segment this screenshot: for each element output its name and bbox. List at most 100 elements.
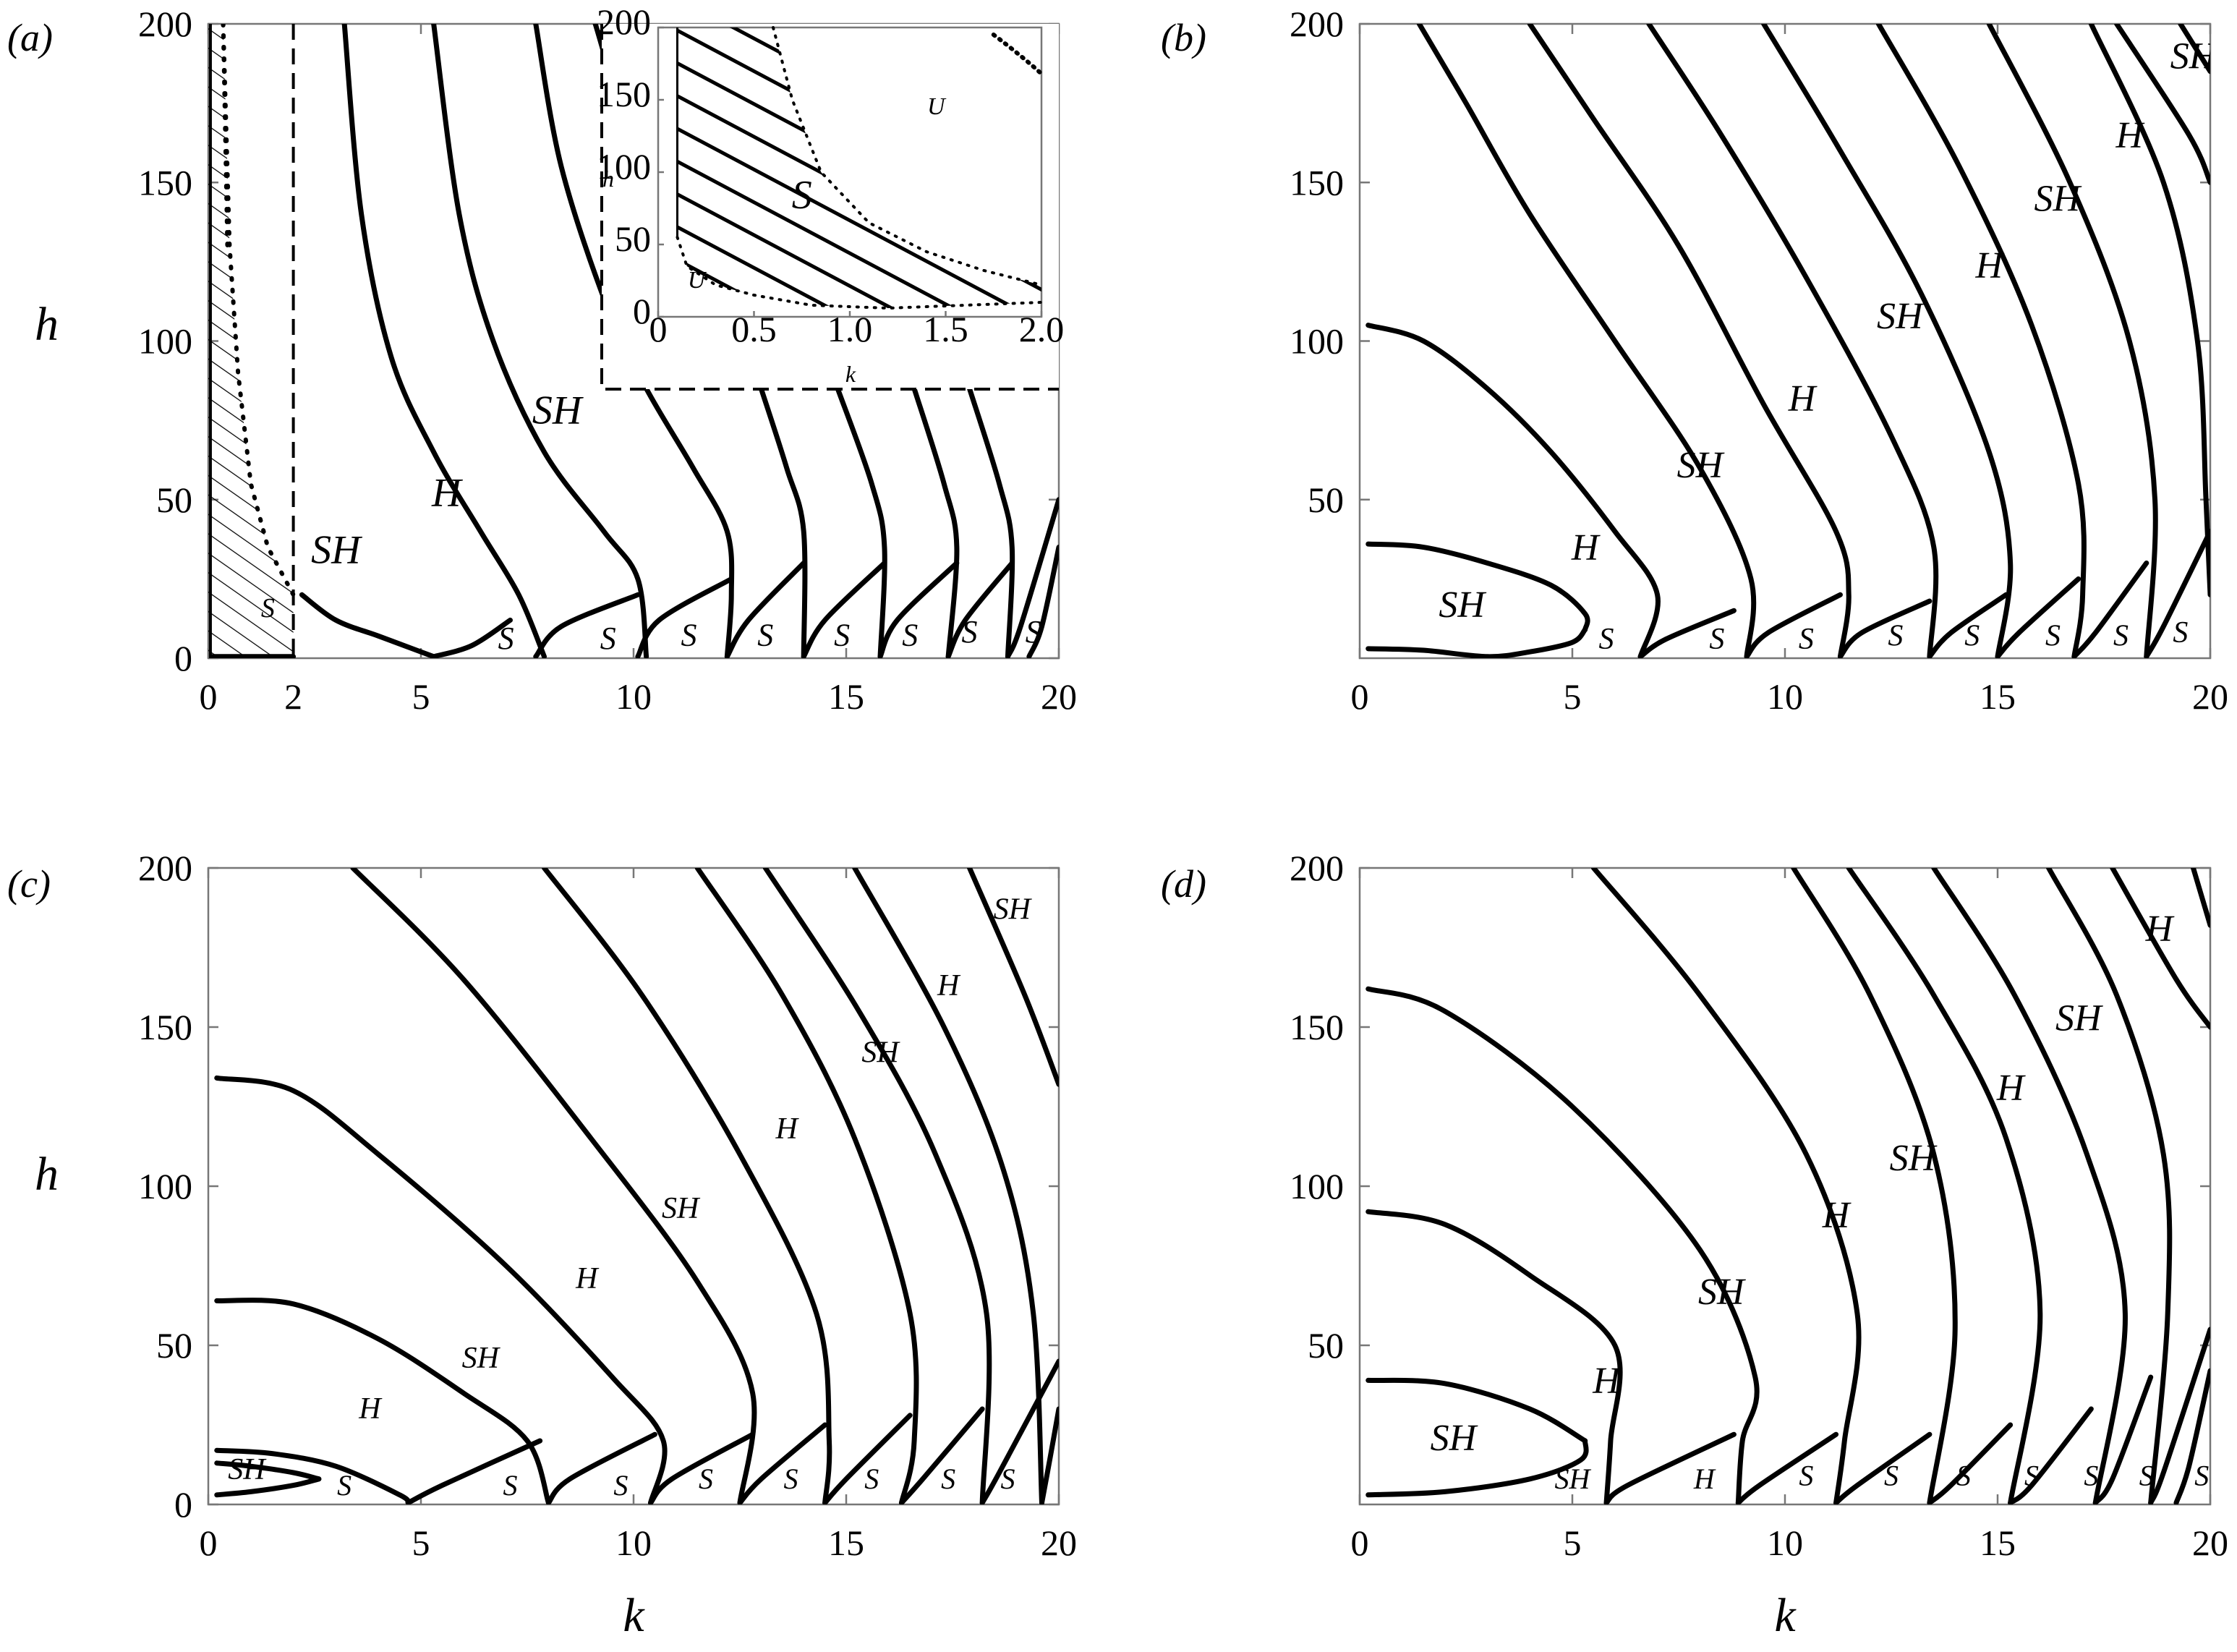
x-tick-label: 10 — [1767, 1523, 1803, 1563]
x-tick-label: 20 — [2192, 676, 2228, 717]
region-label: SH — [1439, 584, 1486, 626]
boundary-curve — [635, 576, 734, 658]
inset-region-label: S — [792, 173, 812, 218]
region-label: H — [358, 1392, 383, 1426]
y-tick-label: 50 — [1308, 1325, 1344, 1366]
region-label: SH — [1431, 1418, 1478, 1459]
x-tick-label: 10 — [615, 1523, 652, 1563]
boundary-curve — [801, 560, 887, 658]
inset-y-tick-label: 0 — [633, 291, 651, 331]
inset-x-tick-label: 2.0 — [1019, 309, 1065, 349]
x-tick-label: 15 — [828, 676, 864, 717]
region-label: S — [1956, 1460, 1971, 1492]
inset: 0 0.5 1.0 1.5 2.0 0 50 100 150 200 k h U S U — [597, 1, 1065, 391]
region-label: SH — [311, 527, 362, 572]
boundary-curve — [1527, 24, 1852, 658]
x-tick-label: 5 — [1564, 676, 1582, 717]
boundary-curve — [1365, 1209, 1623, 1504]
boundary-curve — [1590, 868, 1862, 1504]
boundary-curve — [214, 1460, 322, 1482]
region-label: H — [575, 1262, 600, 1295]
inset-stable-hatch — [677, 27, 1041, 308]
boundary-curve — [1791, 868, 1958, 1504]
boundary-curve — [877, 560, 960, 658]
boundary-curve — [545, 1431, 657, 1504]
region-label: S — [784, 1462, 798, 1495]
region-label: SH — [228, 1453, 267, 1486]
region-label: H — [1592, 1361, 1622, 1402]
boundary-curve — [350, 868, 757, 1504]
inset-x-tick-label: 1.5 — [923, 309, 968, 349]
region-label: S — [902, 617, 918, 652]
region-label: S — [2045, 619, 2061, 652]
boundary-curve — [1365, 627, 1588, 658]
inset-y-tick-label: 50 — [615, 218, 651, 259]
y-axis-label: h — [35, 298, 59, 351]
boundary-curve — [758, 386, 808, 658]
region-label: H — [1571, 527, 1601, 569]
boundary-curve — [214, 1476, 322, 1498]
boundary-curve — [2008, 1406, 2094, 1504]
y-tick-label: 150 — [1290, 162, 1344, 203]
region-label: H — [431, 471, 463, 516]
plot-frame — [1358, 867, 2212, 1506]
boundary-curve — [2114, 24, 2210, 185]
region-label: S — [1000, 1462, 1015, 1495]
inset-dashed-border — [600, 24, 1059, 391]
plot-area: SH H SH H SH H SH H SH S S S S S S S S — [1365, 24, 2210, 658]
region-label: S — [600, 621, 616, 656]
y-tick-label: 100 — [138, 1166, 192, 1206]
region-label: S — [503, 1469, 517, 1502]
region-label: S — [941, 1462, 955, 1495]
boundary-curve — [1646, 24, 1939, 658]
boundary-curve — [2046, 868, 2173, 1504]
boundary-curve — [2178, 24, 2210, 74]
inset-lower-boundary — [676, 236, 1043, 310]
y-tick-label: 200 — [1290, 4, 1344, 44]
y-tick-label: 150 — [1290, 1007, 1344, 1047]
x-tick-label: 15 — [828, 1523, 864, 1563]
y-tick-label: 100 — [1290, 321, 1344, 362]
boundary-curve — [979, 1358, 1059, 1504]
boundary-curve — [1365, 323, 1661, 658]
region-label: SH — [994, 893, 1033, 926]
region-label: H — [1693, 1462, 1716, 1495]
region-label: S — [2173, 616, 2188, 650]
plot-frame — [207, 867, 1060, 1506]
y-tick-label: 200 — [138, 4, 192, 44]
y-tick-label: 50 — [156, 1325, 192, 1366]
region-label: S — [1799, 1460, 1813, 1492]
region-label: S — [962, 614, 978, 650]
region-label: S — [1709, 623, 1724, 656]
region-label: SH — [462, 1342, 501, 1375]
region-label: S — [1799, 623, 1814, 656]
boundary-curve — [648, 1431, 756, 1504]
y-tick-label: 200 — [1290, 848, 1344, 888]
boundary-curve — [2071, 560, 2149, 658]
region-label: S — [1599, 623, 1614, 656]
boundary-curve — [299, 592, 437, 658]
boundary-curve — [967, 868, 1059, 1087]
boundary-curve — [822, 1413, 913, 1504]
boundary-curve — [1365, 1438, 1589, 1498]
boundary-curve — [1986, 24, 2158, 658]
region-label: S — [1026, 614, 1041, 650]
region-label: S — [1884, 1460, 1899, 1492]
boundary-curve — [1875, 24, 2087, 658]
region-label: S — [498, 621, 514, 656]
boundary-curve — [214, 1447, 411, 1504]
region-label: S — [2194, 1460, 2209, 1492]
boundary-curve — [1365, 541, 1590, 633]
boundary-curve — [2148, 1327, 2210, 1504]
y-axis-label: h — [35, 1148, 59, 1201]
boundary-curve — [852, 868, 1044, 1504]
y-tick-label: 100 — [1290, 1166, 1344, 1206]
boundary-curve — [835, 386, 887, 658]
boundary-curve — [214, 1075, 668, 1504]
stable-region-edge — [221, 24, 230, 248]
boundary-curve — [694, 868, 919, 1504]
